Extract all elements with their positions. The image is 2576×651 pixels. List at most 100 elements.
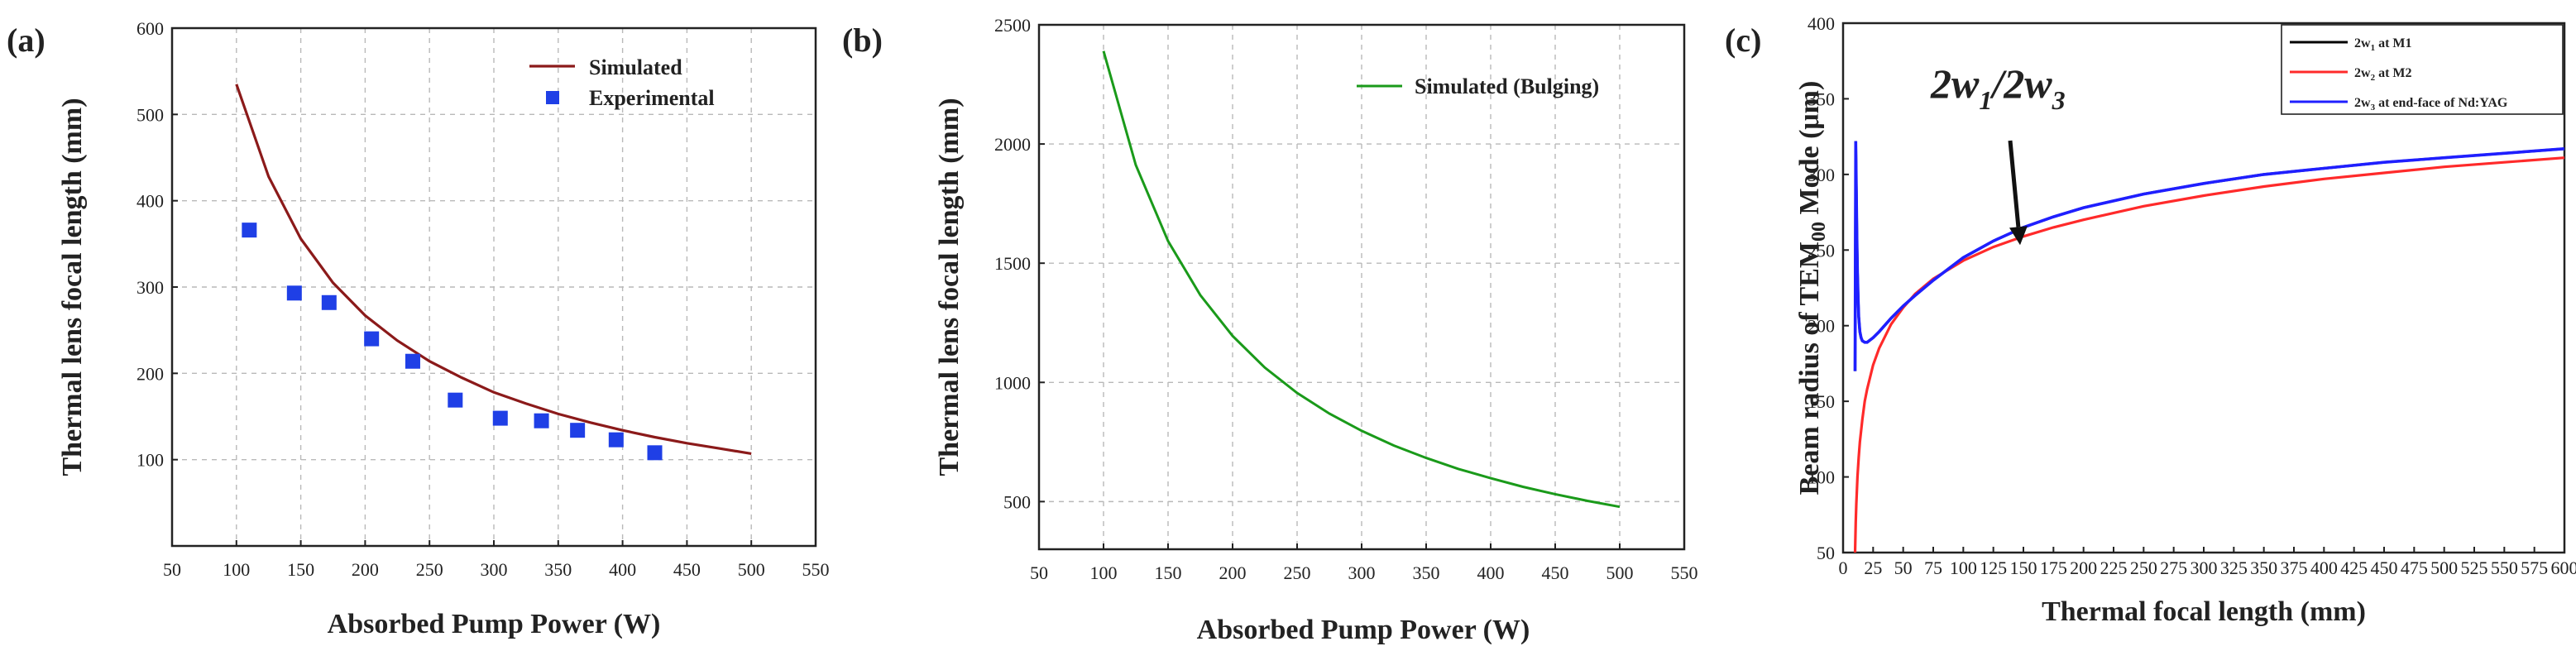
experimental-point bbox=[242, 223, 257, 238]
x-tick-label: 400 bbox=[1477, 562, 1505, 583]
x-tick-label: 100 bbox=[223, 559, 250, 580]
x-tick-label: 400 bbox=[609, 559, 636, 580]
x-tick-label: 50 bbox=[1030, 562, 1048, 583]
x-tick-label: 300 bbox=[2191, 558, 2218, 578]
panel-a-x-label: Absorbed Pump Power (W) bbox=[328, 609, 661, 639]
legend-2w3-label: 2w3 at end-face of Nd:YAG bbox=[2354, 96, 2508, 112]
x-tick-label: 50 bbox=[1894, 558, 1913, 578]
x-tick-label: 250 bbox=[416, 559, 443, 580]
panel-a-experimental-points bbox=[242, 223, 663, 461]
panel-b-x-ticks: 50 100 150 200 250 300 350 400 450 500 550 bbox=[1030, 543, 1698, 583]
x-tick-label: 250 bbox=[2130, 558, 2157, 578]
panel-a-label: (a) bbox=[7, 22, 45, 59]
y-tick-label: 350 bbox=[1808, 89, 1835, 109]
x-tick-label: 525 bbox=[2461, 558, 2488, 578]
panel-b-x-label: Absorbed Pump Power (W) bbox=[1197, 615, 1530, 645]
x-tick-label: 300 bbox=[1348, 562, 1376, 583]
panel-c-y-label: Beam radius of TEM00 Mode (μm) bbox=[1794, 81, 1830, 495]
y-tick-label: 250 bbox=[1808, 240, 1835, 261]
legend-2w2-label: 2w2 at M2 bbox=[2354, 66, 2412, 83]
panel-c-2w3-line bbox=[1853, 141, 2565, 371]
y-tick-label: 400 bbox=[136, 191, 164, 212]
x-tick-label: 100 bbox=[1950, 558, 1977, 578]
panel-c-legend: 2w1 at M1 2w2 at M2 2w3 at end-face of N… bbox=[2281, 24, 2564, 115]
y-tick-label: 150 bbox=[1808, 391, 1835, 412]
y-tick-label: 1000 bbox=[994, 372, 1031, 393]
y-tick-label: 400 bbox=[1808, 13, 1835, 34]
x-tick-label: 150 bbox=[1155, 562, 1182, 583]
panel-a-simulated-line bbox=[235, 84, 752, 455]
panel-b-y-label: Thermal lens focal length (mm) bbox=[934, 98, 965, 476]
panel-b: (b) 500 1000 1500 2000 2500 50 100 150 200 250 30… bbox=[842, 15, 1698, 645]
x-tick-label: 550 bbox=[802, 559, 830, 580]
x-tick-label: 400 bbox=[2310, 558, 2338, 578]
x-tick-label: 275 bbox=[2160, 558, 2187, 578]
panel-a-x-ticks: 50 100 150 200 250 300 350 400 450 500 550 bbox=[163, 540, 830, 580]
legend-simulated-bulging-label: Simulated (Bulging) bbox=[1415, 74, 1599, 98]
panel-c-annotation: 2w1/2w3 bbox=[1930, 60, 2066, 246]
y-tick-label: 50 bbox=[1817, 543, 1835, 563]
panel-c-label: (c) bbox=[1725, 22, 1761, 59]
y-tick-label: 100 bbox=[136, 450, 164, 471]
panel-b-label: (b) bbox=[842, 22, 883, 59]
x-tick-label: 225 bbox=[2100, 558, 2128, 578]
x-tick-label: 450 bbox=[1542, 562, 1569, 583]
x-tick-label: 100 bbox=[1090, 562, 1118, 583]
y-tick-label: 100 bbox=[1808, 467, 1835, 488]
y-tick-label: 200 bbox=[1808, 316, 1835, 337]
experimental-point bbox=[364, 331, 380, 347]
x-tick-label: 500 bbox=[738, 559, 765, 580]
y-tick-label: 300 bbox=[1808, 165, 1835, 185]
x-tick-label: 300 bbox=[481, 559, 508, 580]
x-tick-label: 200 bbox=[2070, 558, 2097, 578]
experimental-point bbox=[570, 423, 586, 438]
experimental-point bbox=[534, 413, 549, 428]
x-tick-label: 250 bbox=[1284, 562, 1311, 583]
x-tick-label: 350 bbox=[544, 559, 572, 580]
x-tick-label: 550 bbox=[2491, 558, 2518, 578]
experimental-point bbox=[448, 392, 463, 408]
panel-c-x-label: Thermal focal length (mm) bbox=[2042, 596, 2366, 627]
x-tick-label: 75 bbox=[1924, 558, 1942, 578]
x-tick-label: 125 bbox=[1980, 558, 2007, 578]
x-tick-label: 25 bbox=[1864, 558, 1882, 578]
panel-a-y-ticks: 100 200 300 400 500 600 bbox=[136, 18, 178, 471]
panel-c-y-ticks: 50 100 150 200 250 300 350 400 bbox=[1808, 13, 1849, 563]
y-tick-label: 200 bbox=[136, 363, 164, 384]
x-tick-label: 350 bbox=[2250, 558, 2277, 578]
panel-a-legend: Simulated Experimental bbox=[529, 55, 715, 110]
panel-b-simulated-bulging-line bbox=[1102, 50, 1621, 509]
x-tick-label: 450 bbox=[673, 559, 701, 580]
legend-experimental-swatch bbox=[546, 91, 559, 104]
annotation-arrow-head bbox=[2009, 226, 2028, 246]
x-tick-label: 350 bbox=[1413, 562, 1440, 583]
panel-a-grid bbox=[172, 28, 816, 546]
experimental-point bbox=[608, 432, 624, 448]
annotation-arrow-shaft bbox=[2008, 140, 2021, 227]
panel-b-y-ticks: 500 1000 1500 2000 2500 bbox=[994, 15, 1045, 512]
x-tick-label: 600 bbox=[2551, 558, 2576, 578]
y-tick-label: 300 bbox=[136, 277, 164, 298]
y-tick-label: 2500 bbox=[994, 15, 1031, 36]
legend-2w1-label: 2w1 at M1 bbox=[2354, 36, 2412, 53]
y-tick-label: 1500 bbox=[994, 253, 1031, 274]
x-tick-label: 500 bbox=[2430, 558, 2458, 578]
legend-experimental-label: Experimental bbox=[589, 86, 715, 110]
x-tick-label: 475 bbox=[2401, 558, 2428, 578]
panel-b-legend: Simulated (Bulging) bbox=[1357, 74, 1599, 98]
y-tick-label: 2000 bbox=[994, 134, 1031, 155]
x-tick-label: 175 bbox=[2040, 558, 2067, 578]
y-tick-label: 600 bbox=[136, 18, 164, 39]
y-tick-label: 500 bbox=[1003, 491, 1031, 512]
x-tick-label: 575 bbox=[2521, 558, 2548, 578]
panel-c-legend-box bbox=[2281, 24, 2564, 115]
experimental-point bbox=[405, 353, 420, 369]
y-tick-label: 500 bbox=[136, 104, 164, 125]
x-tick-label: 150 bbox=[2010, 558, 2037, 578]
legend-simulated-label: Simulated bbox=[589, 55, 682, 79]
panel-b-grid bbox=[1039, 25, 1684, 549]
x-tick-label: 450 bbox=[2371, 558, 2398, 578]
x-tick-label: 325 bbox=[2220, 558, 2248, 578]
experimental-point bbox=[321, 294, 337, 310]
